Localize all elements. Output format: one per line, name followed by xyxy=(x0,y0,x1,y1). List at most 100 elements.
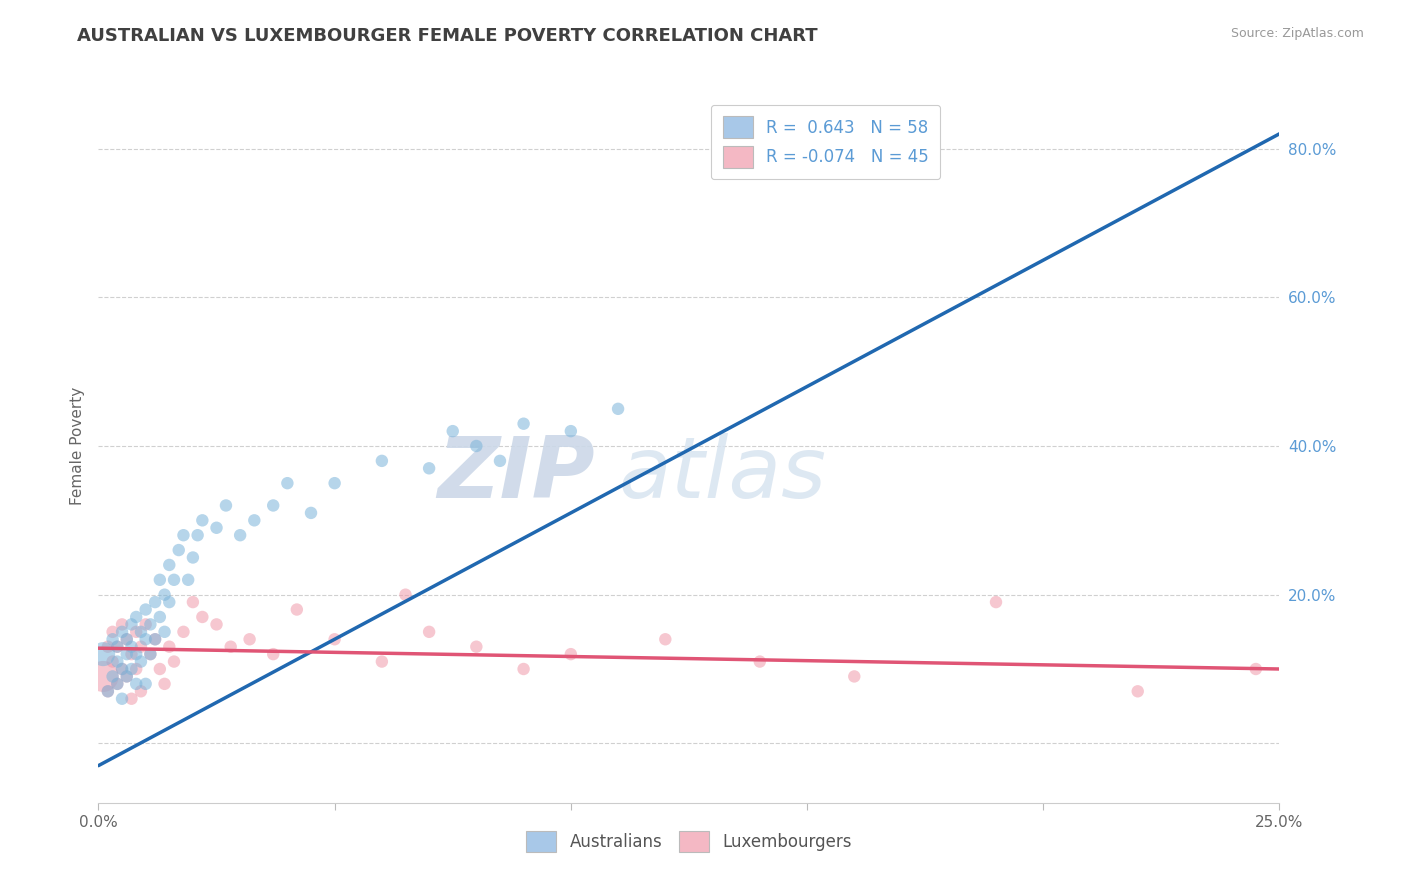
Point xyxy=(153,624,176,639)
Y-axis label: Female Poverty: Female Poverty xyxy=(69,387,84,505)
Point xyxy=(105,640,128,654)
Point xyxy=(748,655,770,669)
Point xyxy=(153,588,176,602)
Text: Source: ZipAtlas.com: Source: ZipAtlas.com xyxy=(1230,27,1364,40)
Point xyxy=(115,632,138,647)
Point xyxy=(129,684,152,698)
Point xyxy=(418,461,440,475)
Point xyxy=(139,647,162,661)
Point xyxy=(125,662,148,676)
Point xyxy=(844,669,866,683)
Point xyxy=(157,558,180,572)
Point xyxy=(111,624,134,639)
Point xyxy=(121,640,143,654)
Point xyxy=(111,662,134,676)
Point xyxy=(135,677,157,691)
Point xyxy=(125,677,148,691)
Point xyxy=(115,669,138,683)
Point xyxy=(111,617,134,632)
Point xyxy=(163,655,186,669)
Point xyxy=(163,573,186,587)
Point xyxy=(101,655,124,669)
Point xyxy=(105,655,128,669)
Point xyxy=(111,691,134,706)
Point xyxy=(125,624,148,639)
Point xyxy=(191,513,214,527)
Point xyxy=(465,439,488,453)
Point xyxy=(125,610,148,624)
Point xyxy=(276,476,298,491)
Point xyxy=(153,677,176,691)
Point xyxy=(115,632,138,647)
Point xyxy=(97,640,120,654)
Point xyxy=(135,602,157,616)
Point xyxy=(191,610,214,624)
Point xyxy=(512,417,534,431)
Point xyxy=(101,632,124,647)
Point xyxy=(97,684,120,698)
Point xyxy=(984,595,1007,609)
Point xyxy=(560,424,582,438)
Point xyxy=(149,662,172,676)
Point xyxy=(394,588,416,602)
Point xyxy=(560,647,582,661)
Point xyxy=(121,647,143,661)
Point xyxy=(323,476,346,491)
Point xyxy=(115,669,138,683)
Point xyxy=(607,401,630,416)
Point xyxy=(139,647,162,661)
Point xyxy=(205,521,228,535)
Point xyxy=(101,624,124,639)
Point xyxy=(105,677,128,691)
Point xyxy=(177,573,200,587)
Text: AUSTRALIAN VS LUXEMBOURGER FEMALE POVERTY CORRELATION CHART: AUSTRALIAN VS LUXEMBOURGER FEMALE POVERT… xyxy=(77,27,818,45)
Point xyxy=(371,454,394,468)
Point xyxy=(143,595,166,609)
Point xyxy=(262,499,284,513)
Point xyxy=(205,617,228,632)
Point xyxy=(157,640,180,654)
Point xyxy=(149,610,172,624)
Point xyxy=(465,640,488,654)
Point xyxy=(91,669,114,683)
Point xyxy=(121,691,143,706)
Text: ZIP: ZIP xyxy=(437,433,595,516)
Point xyxy=(135,617,157,632)
Point xyxy=(157,595,180,609)
Point xyxy=(105,640,128,654)
Point xyxy=(172,528,194,542)
Point xyxy=(143,632,166,647)
Point xyxy=(139,617,162,632)
Point xyxy=(229,528,252,542)
Point xyxy=(219,640,242,654)
Point xyxy=(143,632,166,647)
Point xyxy=(262,647,284,661)
Point xyxy=(105,677,128,691)
Point xyxy=(512,662,534,676)
Legend: Australians, Luxembourgers: Australians, Luxembourgers xyxy=(519,824,859,859)
Point xyxy=(149,573,172,587)
Point xyxy=(181,550,204,565)
Point xyxy=(239,632,262,647)
Point xyxy=(285,602,308,616)
Text: atlas: atlas xyxy=(619,433,827,516)
Point xyxy=(489,454,512,468)
Point xyxy=(172,624,194,639)
Point xyxy=(129,655,152,669)
Point xyxy=(129,640,152,654)
Point xyxy=(441,424,464,438)
Point xyxy=(215,499,238,513)
Point xyxy=(1244,662,1267,676)
Point xyxy=(299,506,322,520)
Point xyxy=(181,595,204,609)
Point xyxy=(167,543,190,558)
Point xyxy=(97,684,120,698)
Point xyxy=(1126,684,1149,698)
Point xyxy=(111,662,134,676)
Point xyxy=(121,617,143,632)
Point xyxy=(115,647,138,661)
Point xyxy=(121,662,143,676)
Point xyxy=(371,655,394,669)
Point xyxy=(91,647,114,661)
Point xyxy=(654,632,676,647)
